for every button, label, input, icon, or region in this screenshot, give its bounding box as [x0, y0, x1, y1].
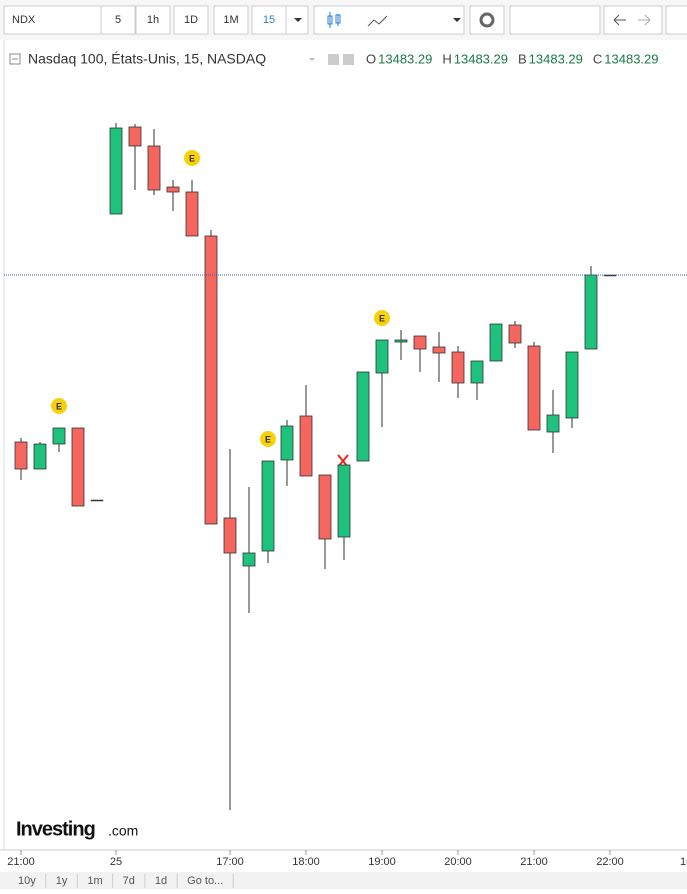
- candle-body: [375, 339, 389, 374]
- x-tick-label: 20:00: [444, 856, 472, 868]
- legend-value: 13483.29: [529, 51, 583, 66]
- interval-button[interactable]: [213, 5, 249, 35]
- candle-body: [394, 339, 408, 343]
- range-button[interactable]: 1y: [56, 875, 68, 887]
- range-button[interactable]: 7d: [123, 875, 135, 887]
- event-marker[interactable]: [184, 150, 200, 166]
- candle-body: [185, 191, 199, 237]
- candle-body: [413, 335, 427, 350]
- interval-label: 1h: [147, 14, 159, 26]
- candle-body: [223, 517, 237, 554]
- x-tick-label: 19:00: [368, 856, 396, 868]
- candle-body: [565, 351, 579, 419]
- candle-body: [109, 127, 123, 215]
- candle-body: [14, 441, 28, 470]
- x-tick-label: 21:00: [7, 856, 35, 868]
- interval-button[interactable]: [100, 5, 136, 35]
- range-button[interactable]: Go to...: [187, 875, 223, 887]
- symbol: NDX: [12, 14, 36, 26]
- legend-value: 13483.29: [604, 51, 658, 66]
- interval-label: 1M: [223, 14, 238, 26]
- legend-value: 13483.29: [378, 51, 432, 66]
- line-icon: [367, 15, 388, 27]
- candle-body: [242, 552, 256, 567]
- eye-icon[interactable]: [328, 54, 339, 65]
- x-tick-label: 21:00: [520, 856, 548, 868]
- candle-body: [52, 427, 66, 445]
- candle-body: [147, 145, 161, 191]
- event-marker[interactable]: [51, 398, 67, 414]
- range-button[interactable]: 1d: [155, 875, 167, 887]
- title-arrow: [309, 58, 315, 61]
- candle-body: [337, 464, 351, 538]
- chart-type-buttons[interactable]: [313, 5, 465, 35]
- event-label: E: [56, 401, 62, 411]
- candles-icon: [327, 12, 341, 28]
- x-tick-label: 25: [110, 856, 122, 868]
- settings-button[interactable]: [469, 5, 505, 35]
- candle-body: [356, 371, 370, 462]
- range-bar: [0, 872, 687, 889]
- interval-label: 5: [115, 14, 121, 26]
- undo-icon: [613, 14, 626, 26]
- x-tick-label: 18:00: [292, 856, 320, 868]
- event-marker[interactable]: [374, 310, 390, 326]
- legend-key: B: [518, 51, 527, 66]
- x-tick-label: 16:: [680, 856, 687, 868]
- logo-suffix: .com: [108, 823, 138, 839]
- symbol-box[interactable]: [3, 5, 103, 35]
- interval-button[interactable]: [173, 5, 209, 35]
- dropdown-arrow: [453, 18, 461, 22]
- candle-body: [261, 460, 275, 552]
- event-label: E: [189, 153, 195, 163]
- candle-body: [546, 414, 560, 433]
- interval-label: 15: [263, 14, 275, 26]
- redo-icon: [638, 14, 651, 26]
- legend-value: 13483.29: [454, 51, 508, 66]
- candle-body: [204, 235, 218, 525]
- event-label: E: [265, 434, 271, 444]
- dropdown-arrow: [294, 18, 302, 22]
- legend-key: H: [442, 51, 451, 66]
- indicator-buttons[interactable]: [509, 5, 601, 35]
- candle-body: [128, 126, 142, 147]
- legend-key: O: [366, 51, 376, 66]
- interval-label: 1D: [184, 14, 198, 26]
- candle-body: [280, 425, 294, 461]
- chart-title: Nasdaq 100, États-Unis, 15, NASDAQ: [28, 51, 266, 67]
- candle-body: [318, 474, 332, 540]
- settings-icon[interactable]: [343, 54, 354, 65]
- event-label: E: [379, 313, 385, 323]
- candle-body: [470, 360, 484, 384]
- event-marker[interactable]: [260, 431, 276, 447]
- interval-button[interactable]: [251, 5, 287, 35]
- gear-icon: [479, 12, 495, 28]
- logo: Investing: [16, 818, 95, 840]
- candle-body: [584, 274, 598, 350]
- candle-body: [489, 323, 503, 362]
- undo-redo[interactable]: [603, 5, 663, 35]
- x-tick-label: 22:00: [596, 856, 624, 868]
- range-button[interactable]: 10y: [18, 875, 36, 887]
- candle-body: [90, 499, 104, 502]
- x-tick-label: 17:00: [216, 856, 244, 868]
- candle-body: [166, 186, 180, 193]
- candle-body: [527, 345, 541, 431]
- legend-key: C: [593, 51, 602, 66]
- alert-button[interactable]: [665, 5, 687, 35]
- toolbar-buttons: [3, 5, 687, 35]
- interval-button[interactable]: [135, 5, 171, 35]
- candle-body: [299, 415, 313, 477]
- candle-body: [432, 346, 446, 354]
- range-button[interactable]: 1m: [87, 875, 102, 887]
- candle-body: [71, 427, 85, 507]
- candle-body: [451, 351, 465, 384]
- candle-body: [508, 324, 522, 344]
- candle-body: [33, 443, 47, 470]
- collapse-icon[interactable]: [9, 53, 21, 65]
